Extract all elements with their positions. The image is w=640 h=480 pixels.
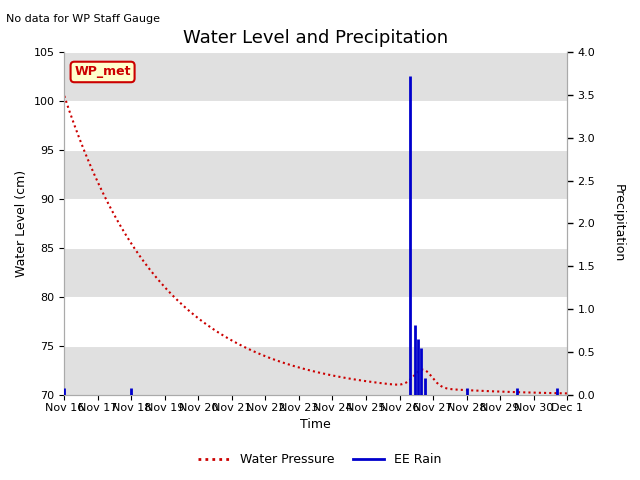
Text: WP_met: WP_met: [74, 65, 131, 78]
Bar: [64, 248, 567, 297]
Bar: [64, 297, 567, 346]
Title: Water Level and Precipitation: Water Level and Precipitation: [183, 29, 448, 48]
X-axis label: Time: Time: [300, 419, 331, 432]
Y-axis label: Precipitation: Precipitation: [612, 184, 625, 263]
Bar: [64, 52, 567, 101]
Bar: [64, 346, 567, 395]
Bar: [64, 150, 567, 199]
Y-axis label: Water Level (cm): Water Level (cm): [15, 170, 28, 277]
Bar: [64, 101, 567, 150]
Legend: Water Pressure, EE Rain: Water Pressure, EE Rain: [193, 448, 447, 471]
Bar: [64, 199, 567, 248]
Text: No data for WP Staff Gauge: No data for WP Staff Gauge: [6, 14, 161, 24]
